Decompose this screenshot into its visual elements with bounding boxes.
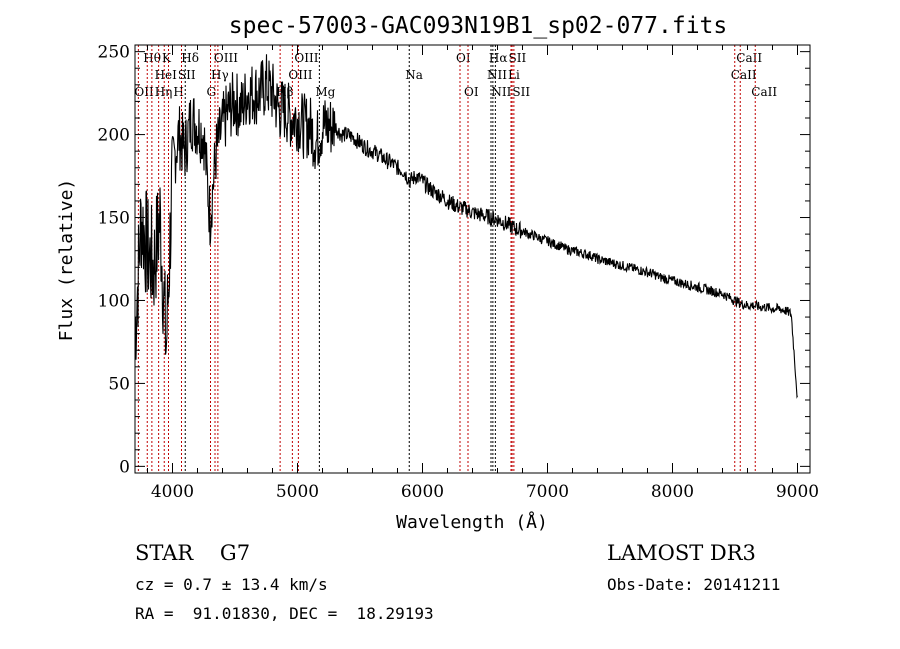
line-label: Hδ	[181, 51, 199, 65]
line-label: SII	[178, 68, 196, 82]
line-label: G	[207, 85, 217, 99]
y-tick-label: 250	[98, 43, 130, 63]
line-label: CaII	[731, 68, 757, 82]
line-label: HeI	[155, 68, 178, 82]
y-tick-label: 50	[108, 374, 130, 394]
x-axis-label: Wavelength (Å)	[396, 511, 548, 533]
y-axis-label: Flux (relative)	[56, 179, 77, 342]
y-tick-label: 0	[119, 457, 130, 477]
obs-date: Obs-Date: 20141211	[607, 575, 780, 594]
line-label: SII	[509, 51, 527, 65]
line-label: OII	[134, 85, 154, 99]
line-label: Mg	[315, 85, 335, 99]
y-tick-label: 200	[98, 126, 130, 146]
spectral-line-markers: OIIHθHηHeIKHSIIHδGHγOIIIHβOIIIOIIIMgNaOI…	[134, 45, 777, 473]
survey-name: LAMOST DR3	[607, 541, 756, 565]
x-tick-label: 8000	[651, 482, 694, 502]
redshift-cz: cz = 0.7 ± 13.4 km/s	[135, 575, 328, 594]
line-label: OI	[456, 51, 471, 65]
line-label: OI	[464, 85, 479, 99]
line-label: OIII	[288, 68, 312, 82]
chart-title: spec-57003-GAC093N19B1_sp02-077.fits	[229, 13, 728, 39]
line-label: CaII	[736, 51, 762, 65]
line-label: Hα	[489, 51, 508, 65]
line-label: Na	[405, 68, 423, 82]
line-label: NII	[491, 85, 511, 99]
x-tick-label: 4000	[151, 482, 194, 502]
line-label: K	[162, 51, 172, 65]
coordinates: RA = 91.01830, DEC = 18.29193	[135, 604, 434, 623]
object-class: STAR G7	[135, 541, 250, 565]
x-tick-label: 6000	[401, 482, 444, 502]
y-tick-label: 100	[98, 291, 130, 311]
axis-ticks: 4000 5000 6000 7000 8000 9000 0 50 100 150 200 250	[98, 43, 820, 502]
line-label: Hη	[155, 85, 173, 99]
line-label: OIII	[214, 51, 238, 65]
x-tick-label: 9000	[776, 482, 819, 502]
spectrum-line	[134, 54, 798, 399]
line-label: OIII	[294, 51, 318, 65]
y-tick-label: 150	[98, 209, 130, 229]
line-label: H	[173, 85, 183, 99]
line-label: NII	[487, 68, 507, 82]
line-label: CaII	[751, 85, 777, 99]
x-tick-label: 5000	[276, 482, 319, 502]
x-tick-label: 7000	[526, 482, 569, 502]
line-label: SII	[512, 85, 530, 99]
line-label: Hγ	[211, 68, 229, 82]
